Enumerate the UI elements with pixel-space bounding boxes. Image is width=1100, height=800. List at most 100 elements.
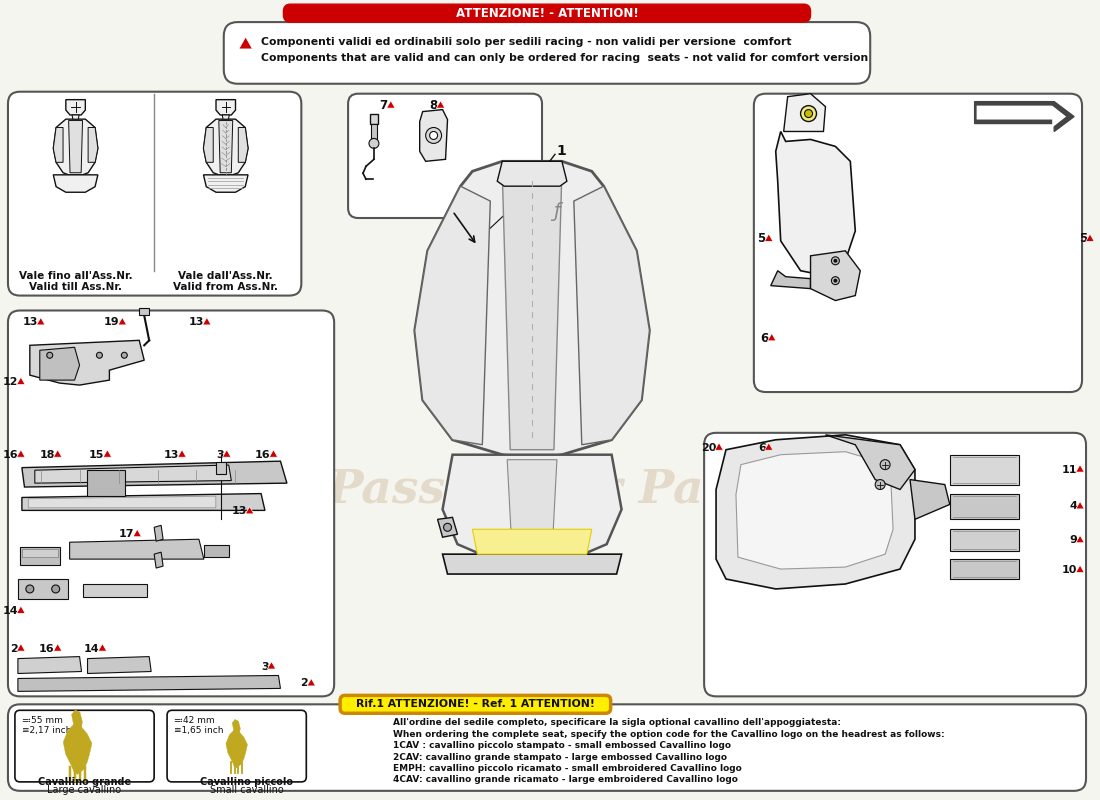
Polygon shape	[36, 318, 45, 325]
Text: 11: 11	[1062, 465, 1077, 474]
Polygon shape	[226, 730, 248, 768]
Text: ATTENZIONE! - ATTENTION!: ATTENZIONE! - ATTENTION!	[455, 6, 638, 20]
Polygon shape	[35, 465, 231, 483]
Text: 3: 3	[216, 450, 223, 460]
Polygon shape	[736, 452, 893, 569]
Polygon shape	[202, 318, 211, 325]
Polygon shape	[1086, 234, 1094, 242]
Text: 14: 14	[2, 606, 18, 616]
Text: Vale dall'Ass.Nr.: Vale dall'Ass.Nr.	[178, 270, 273, 281]
Text: 3: 3	[261, 662, 268, 671]
Circle shape	[880, 460, 890, 470]
Polygon shape	[910, 479, 949, 519]
Circle shape	[52, 585, 59, 593]
Polygon shape	[178, 450, 186, 457]
Text: 2: 2	[10, 644, 18, 654]
Polygon shape	[82, 584, 147, 597]
Text: Small cavallino: Small cavallino	[210, 785, 284, 795]
Polygon shape	[216, 100, 235, 115]
FancyBboxPatch shape	[8, 310, 334, 696]
Polygon shape	[270, 450, 277, 457]
Polygon shape	[977, 106, 1066, 127]
Polygon shape	[497, 162, 566, 186]
Text: 8: 8	[429, 99, 438, 112]
Text: EMPH: cavallino piccolo ricamato - small embroidered Cavallino logo: EMPH: cavallino piccolo ricamato - small…	[393, 764, 741, 773]
Circle shape	[832, 277, 839, 285]
Text: ƒ: ƒ	[553, 202, 560, 221]
Text: Rif.1 ATTENZIONE! - Ref. 1 ATTENTION!: Rif.1 ATTENZIONE! - Ref. 1 ATTENTION!	[356, 699, 595, 710]
Polygon shape	[1076, 465, 1085, 472]
Polygon shape	[949, 530, 1020, 551]
Polygon shape	[415, 186, 491, 445]
Polygon shape	[307, 678, 316, 686]
Text: 18: 18	[40, 450, 55, 460]
Text: 16: 16	[40, 644, 55, 654]
Circle shape	[97, 352, 102, 358]
FancyBboxPatch shape	[704, 433, 1086, 696]
Polygon shape	[949, 559, 1020, 579]
Polygon shape	[18, 675, 280, 691]
Polygon shape	[140, 307, 150, 315]
Polygon shape	[975, 102, 1074, 131]
Polygon shape	[1076, 535, 1085, 542]
Text: 7: 7	[379, 99, 388, 112]
Text: 16: 16	[255, 450, 271, 460]
Text: Vale fino all'Ass.Nr.: Vale fino all'Ass.Nr.	[19, 270, 132, 281]
Polygon shape	[245, 506, 254, 514]
Polygon shape	[949, 454, 1020, 485]
Text: 1CAV : cavallino piccolo stampato - small embossed Cavallino logo: 1CAV : cavallino piccolo stampato - smal…	[393, 741, 730, 750]
Text: 5: 5	[1079, 232, 1087, 246]
Text: Large cavallino: Large cavallino	[47, 785, 122, 795]
Text: 9: 9	[1069, 535, 1077, 546]
Text: 5: 5	[758, 232, 766, 246]
Polygon shape	[216, 462, 225, 474]
Text: ≡1,65 inch: ≡1,65 inch	[174, 726, 223, 735]
Polygon shape	[18, 657, 81, 674]
Text: 6: 6	[758, 442, 766, 453]
Polygon shape	[1076, 565, 1085, 573]
Polygon shape	[204, 119, 248, 175]
Polygon shape	[88, 657, 151, 674]
Polygon shape	[16, 450, 25, 457]
Text: 14: 14	[84, 644, 99, 654]
Polygon shape	[204, 127, 213, 162]
Polygon shape	[222, 115, 229, 119]
Polygon shape	[219, 121, 233, 173]
Polygon shape	[437, 101, 444, 108]
Polygon shape	[53, 175, 98, 192]
Circle shape	[443, 523, 451, 531]
Text: 2CAV: cavallino grande stampato - large embossed Cavallino logo: 2CAV: cavallino grande stampato - large …	[393, 753, 727, 762]
Circle shape	[876, 479, 886, 490]
Polygon shape	[222, 450, 231, 457]
Polygon shape	[949, 494, 1020, 519]
Circle shape	[368, 138, 378, 148]
Polygon shape	[771, 270, 811, 289]
FancyBboxPatch shape	[167, 710, 306, 782]
Polygon shape	[811, 251, 860, 301]
Polygon shape	[825, 435, 915, 490]
Circle shape	[46, 352, 53, 358]
Polygon shape	[53, 119, 98, 175]
Polygon shape	[30, 340, 144, 385]
Text: 2: 2	[300, 678, 308, 689]
Text: 1: 1	[557, 144, 566, 158]
Text: 4CAV: cavallino grande ricamato - large embroidered Cavallino logo: 4CAV: cavallino grande ricamato - large …	[393, 775, 738, 785]
Text: 13: 13	[231, 506, 246, 516]
Polygon shape	[16, 377, 25, 385]
FancyBboxPatch shape	[284, 4, 811, 22]
Polygon shape	[154, 552, 163, 568]
FancyBboxPatch shape	[8, 92, 301, 295]
Polygon shape	[442, 554, 622, 574]
Polygon shape	[54, 450, 62, 457]
Text: 12: 12	[2, 377, 18, 387]
Polygon shape	[20, 547, 59, 565]
Text: All'ordine del sedile completo, specificare la sigla optional cavallino dell'app: All'ordine del sedile completo, specific…	[393, 718, 840, 727]
Text: Cavallino grande: Cavallino grande	[39, 777, 131, 787]
Polygon shape	[68, 121, 82, 173]
Text: Passion for Parts: Passion for Parts	[327, 466, 777, 513]
Polygon shape	[574, 186, 649, 445]
FancyBboxPatch shape	[754, 94, 1082, 392]
Polygon shape	[507, 460, 557, 554]
Polygon shape	[204, 546, 229, 557]
Text: Valid till Ass.Nr.: Valid till Ass.Nr.	[29, 282, 122, 292]
